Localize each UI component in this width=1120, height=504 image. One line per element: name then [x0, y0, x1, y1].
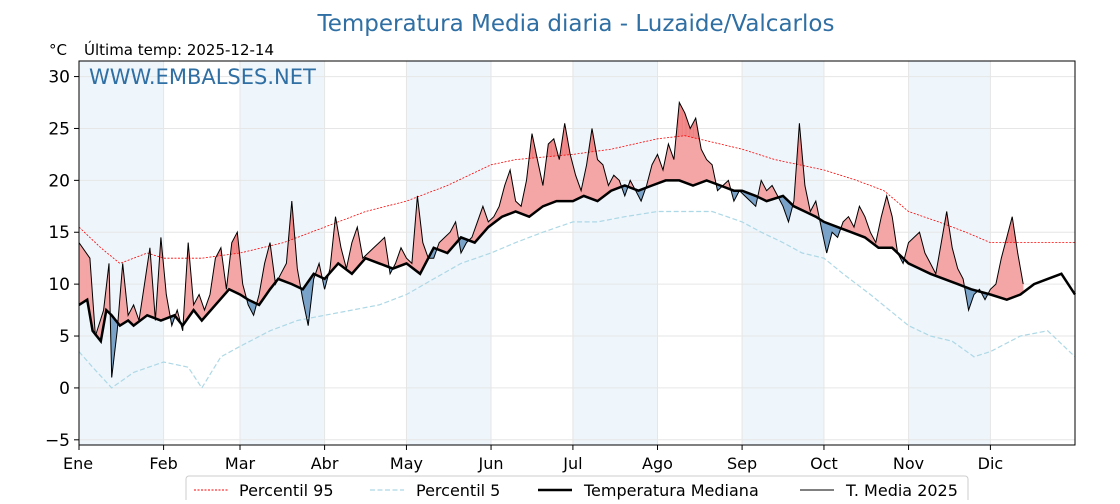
y-tick-label-4: 15	[48, 223, 70, 243]
x-tick-label-nov: Nov	[893, 454, 924, 473]
watermark: WWW.EMBALSES.NET	[89, 65, 316, 89]
month-shade-3	[573, 61, 658, 445]
x-tick-label-mar: Mar	[225, 454, 256, 473]
x-tick-label-may: May	[390, 454, 423, 473]
month-shade-4	[742, 61, 824, 445]
y-tick-label-0: −5	[45, 431, 70, 451]
legend-label-median: Temperatura Mediana	[583, 481, 759, 500]
y-tick-label-6: 25	[48, 119, 70, 139]
x-tick-label-jun: Jun	[478, 454, 504, 473]
month-shade-1	[240, 61, 325, 445]
y-tick-label-7: 30	[48, 68, 70, 88]
legend-label-p5: Percentil 5	[416, 481, 500, 500]
y-tick-label-2: 5	[59, 327, 70, 347]
legend-label-current: T. Media 2025	[845, 481, 958, 500]
y-tick-label-3: 10	[48, 275, 70, 295]
x-tick-label-feb: Feb	[149, 454, 177, 473]
y-tick-label-5: 20	[48, 171, 70, 191]
x-tick-label-dic: Dic	[978, 454, 1004, 473]
x-tick-label-oct: Oct	[810, 454, 838, 473]
y-tick-label-1: 0	[59, 379, 70, 399]
x-tick-label-ago: Ago	[642, 454, 673, 473]
legend-label-p95: Percentil 95	[239, 481, 334, 500]
x-tick-label-ene: Ene	[63, 454, 93, 473]
x-tick-label-abr: Abr	[311, 454, 339, 473]
legend: Percentil 95 Percentil 5 Temperatura Med…	[186, 476, 968, 500]
plot-background	[79, 61, 1075, 445]
x-tick-label-sep: Sep	[727, 454, 757, 473]
last-temp-label: Última temp: 2025-12-14	[84, 40, 274, 59]
x-tick-label-jul: Jul	[562, 454, 582, 473]
chart-title: Temperatura Media diaria - Luzaide/Valca…	[317, 11, 835, 37]
unit-label: °C	[49, 41, 67, 59]
